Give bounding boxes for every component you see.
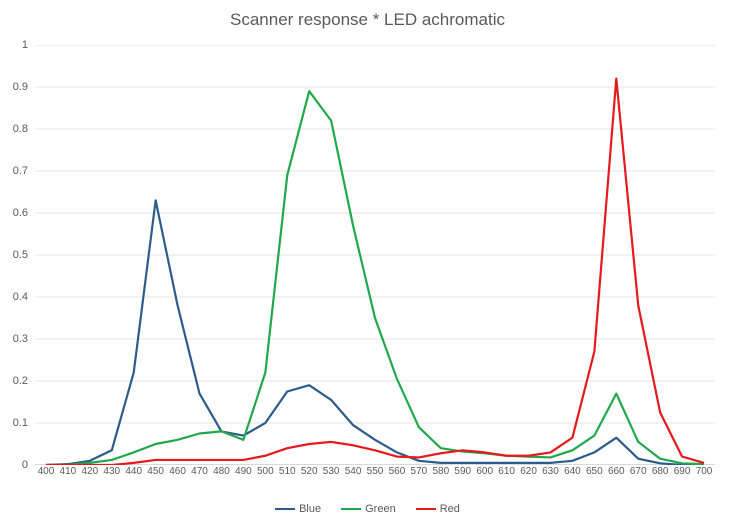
legend-swatch-icon [416, 508, 436, 510]
y-axis-labels: 00.10.20.30.40.50.60.70.80.91 [0, 45, 30, 465]
plot-area [35, 45, 715, 465]
y-tick-label: 0.2 [13, 375, 28, 387]
legend-swatch-icon [341, 508, 361, 510]
x-tick-label: 410 [60, 466, 77, 477]
x-tick-label: 460 [169, 466, 186, 477]
x-tick-label: 680 [652, 466, 669, 477]
x-tick-label: 560 [389, 466, 406, 477]
x-tick-label: 630 [542, 466, 559, 477]
x-tick-label: 620 [520, 466, 537, 477]
y-tick-label: 0.6 [13, 207, 28, 219]
legend-label: Green [365, 503, 396, 515]
legend-item-blue: Blue [275, 503, 321, 515]
y-tick-label: 0 [22, 459, 28, 471]
y-tick-label: 1 [22, 39, 28, 51]
y-tick-label: 0.7 [13, 165, 28, 177]
y-tick-label: 0.1 [13, 417, 28, 429]
x-axis-labels: 400 410 420 430 440 450 460 470 480 490 500 510 520 5… [35, 466, 715, 481]
x-tick-label: 510 [279, 466, 296, 477]
x-tick-label: 690 [674, 466, 691, 477]
series-line-blue [46, 200, 704, 465]
x-tick-label: 590 [454, 466, 471, 477]
y-tick-label: 0.5 [13, 249, 28, 261]
x-tick-label: 450 [147, 466, 164, 477]
legend: Blue Green Red [0, 503, 735, 515]
x-tick-label: 660 [608, 466, 625, 477]
x-tick-label: 400 [38, 466, 55, 477]
x-tick-label: 520 [301, 466, 318, 477]
x-tick-label: 570 [411, 466, 428, 477]
x-tick-label: 470 [191, 466, 208, 477]
legend-item-green: Green [341, 503, 396, 515]
legend-label: Red [440, 503, 460, 515]
x-tick-label: 580 [432, 466, 449, 477]
y-tick-label: 0.8 [13, 123, 28, 135]
legend-label: Blue [299, 503, 321, 515]
x-tick-label: 550 [367, 466, 384, 477]
x-tick-label: 440 [125, 466, 142, 477]
x-tick-label: 420 [81, 466, 98, 477]
x-tick-label: 700 [696, 466, 713, 477]
legend-swatch-icon [275, 508, 295, 510]
x-tick-label: 530 [323, 466, 340, 477]
x-tick-label: 490 [235, 466, 252, 477]
x-tick-label: 600 [476, 466, 493, 477]
x-tick-label: 670 [630, 466, 647, 477]
x-tick-label: 480 [213, 466, 230, 477]
legend-item-red: Red [416, 503, 460, 515]
x-tick-label: 500 [257, 466, 274, 477]
chart-title: Scanner response * LED achromatic [0, 10, 735, 30]
x-tick-label: 650 [586, 466, 603, 477]
x-tick-label: 610 [498, 466, 515, 477]
series-line-red [46, 79, 704, 465]
x-tick-label: 540 [345, 466, 362, 477]
x-tick-label: 640 [564, 466, 581, 477]
y-tick-label: 0.3 [13, 333, 28, 345]
y-tick-label: 0.9 [13, 81, 28, 93]
y-tick-label: 0.4 [13, 291, 28, 303]
chart-svg [35, 45, 715, 465]
x-tick-label: 430 [103, 466, 120, 477]
chart-container: Scanner response * LED achromatic 0 0.1 0.… [0, 0, 735, 529]
